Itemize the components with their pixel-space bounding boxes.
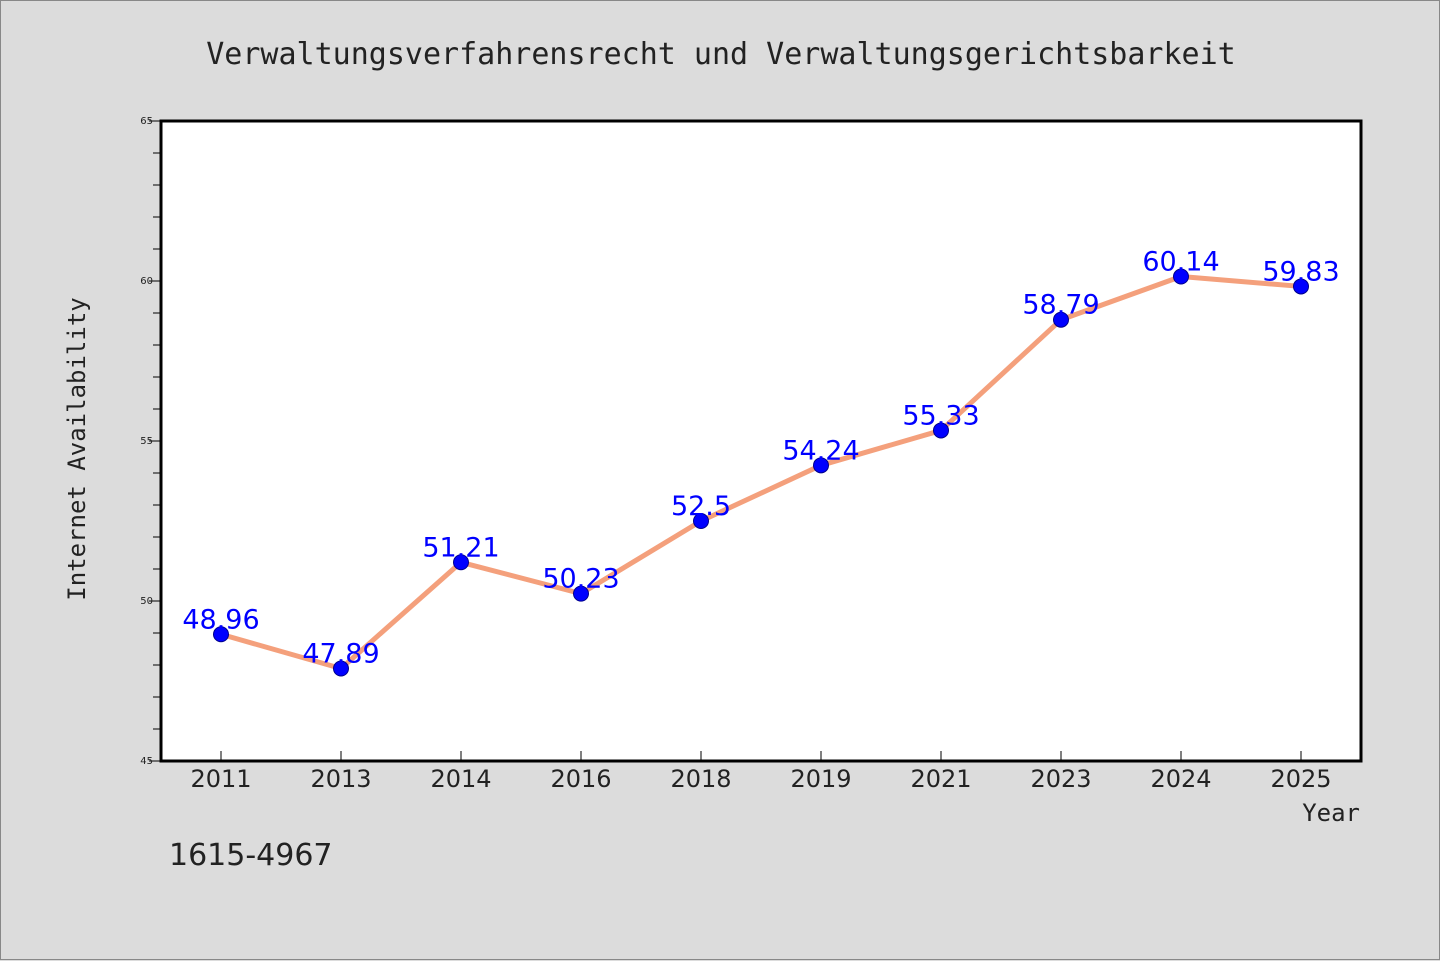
x-axis-label: Year	[1302, 799, 1360, 827]
y-tick-label: 60	[140, 276, 153, 287]
data-point	[333, 660, 349, 677]
x-tick-label: 2011	[190, 765, 251, 793]
data-point	[1173, 268, 1189, 285]
data-label: 48.96	[182, 604, 259, 635]
x-tick-label: 2024	[1150, 765, 1211, 793]
plot-area	[159, 119, 1363, 763]
x-tick-label: 2013	[310, 765, 371, 793]
y-tick-label: 45	[140, 756, 153, 767]
x-tick-label: 2018	[670, 765, 731, 793]
data-label: 58.79	[1022, 290, 1099, 321]
data-label: 60.14	[1142, 247, 1219, 278]
x-tick-label: 2025	[1270, 765, 1331, 793]
y-tick-label: 65	[140, 116, 153, 127]
y-axis-label: Internet Availability	[63, 297, 91, 600]
x-tick-label: 2019	[790, 765, 851, 793]
data-label: 52.5	[671, 491, 731, 522]
x-tick-label: 2014	[430, 765, 491, 793]
data-point	[933, 422, 949, 439]
footnote-text: 1615-4967	[169, 838, 333, 873]
series-line	[220, 274, 1302, 672]
chart-title: Verwaltungsverfahrensrecht und Verwaltun…	[206, 37, 1236, 72]
data-label: 59.83	[1262, 256, 1339, 287]
y-axis-ticks: 45 50 55 60 65	[140, 116, 161, 767]
data-point	[453, 554, 469, 571]
data-label: 55.33	[902, 400, 979, 431]
x-tick-label: 2016	[550, 765, 611, 793]
data-point	[693, 513, 709, 529]
data-point	[573, 585, 589, 602]
data-label: 47.89	[302, 639, 379, 670]
x-tick-label: 2021	[910, 765, 971, 793]
data-point	[813, 457, 829, 474]
data-point	[1053, 311, 1069, 328]
data-label: 50.23	[542, 564, 619, 595]
x-axis-ticks: 2011 2013 2014 2016 2018 2019 2021 2023 2024 2025	[190, 751, 1332, 793]
x-tick-label: 2023	[1030, 765, 1091, 793]
series-line-group: 48.96 47.89 51.21 50.23 52.5 54.24 55.33 58.79 6…	[182, 247, 1340, 677]
y-tick-label: 50	[140, 596, 153, 607]
data-point	[213, 626, 229, 643]
data-label: 51.21	[422, 532, 499, 563]
data-point	[1293, 278, 1309, 295]
data-label: 54.24	[782, 435, 859, 466]
y-tick-label: 55	[140, 436, 153, 447]
